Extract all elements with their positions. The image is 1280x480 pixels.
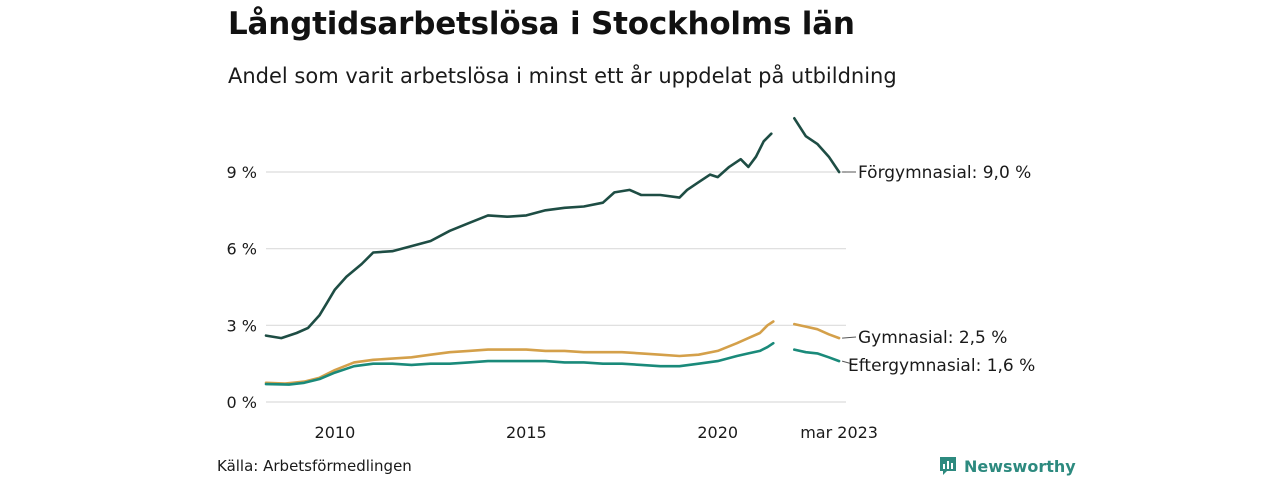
x-tick-label: mar 2023 <box>800 423 878 442</box>
y-tick-label: 0 % <box>227 393 257 412</box>
series-end-label: Gymnasial: 2,5 % <box>858 328 1007 348</box>
y-tick-label: 9 % <box>227 163 257 182</box>
x-tick-label: 2020 <box>697 423 738 442</box>
source-note: Källa: Arbetsförmedlingen <box>217 457 412 475</box>
brand-logo: Newsworthy <box>938 455 1076 477</box>
series-line <box>793 322 841 340</box>
series-end-label: Förgymnasial: 9,0 % <box>858 163 1031 183</box>
chart-title: Långtidsarbetslösa i Stockholms län <box>228 6 855 42</box>
x-tick-label: 2010 <box>315 423 356 442</box>
y-tick-label: 6 % <box>227 240 257 259</box>
y-tick-label: 3 % <box>227 316 257 335</box>
series-line <box>264 341 775 386</box>
series-line <box>793 348 841 363</box>
series-line <box>793 117 841 174</box>
x-tick-label: 2015 <box>506 423 547 442</box>
series-end-label: Eftergymnasial: 1,6 % <box>848 356 1035 376</box>
series-line <box>264 132 773 340</box>
series-line <box>264 320 775 385</box>
brand-name: Newsworthy <box>964 456 1076 476</box>
newsworthy-logo-icon <box>940 457 956 475</box>
chart-subtitle: Andel som varit arbetslösa i minst ett å… <box>228 64 897 88</box>
label-leader-line <box>842 336 857 339</box>
label-leader-line <box>841 360 857 366</box>
